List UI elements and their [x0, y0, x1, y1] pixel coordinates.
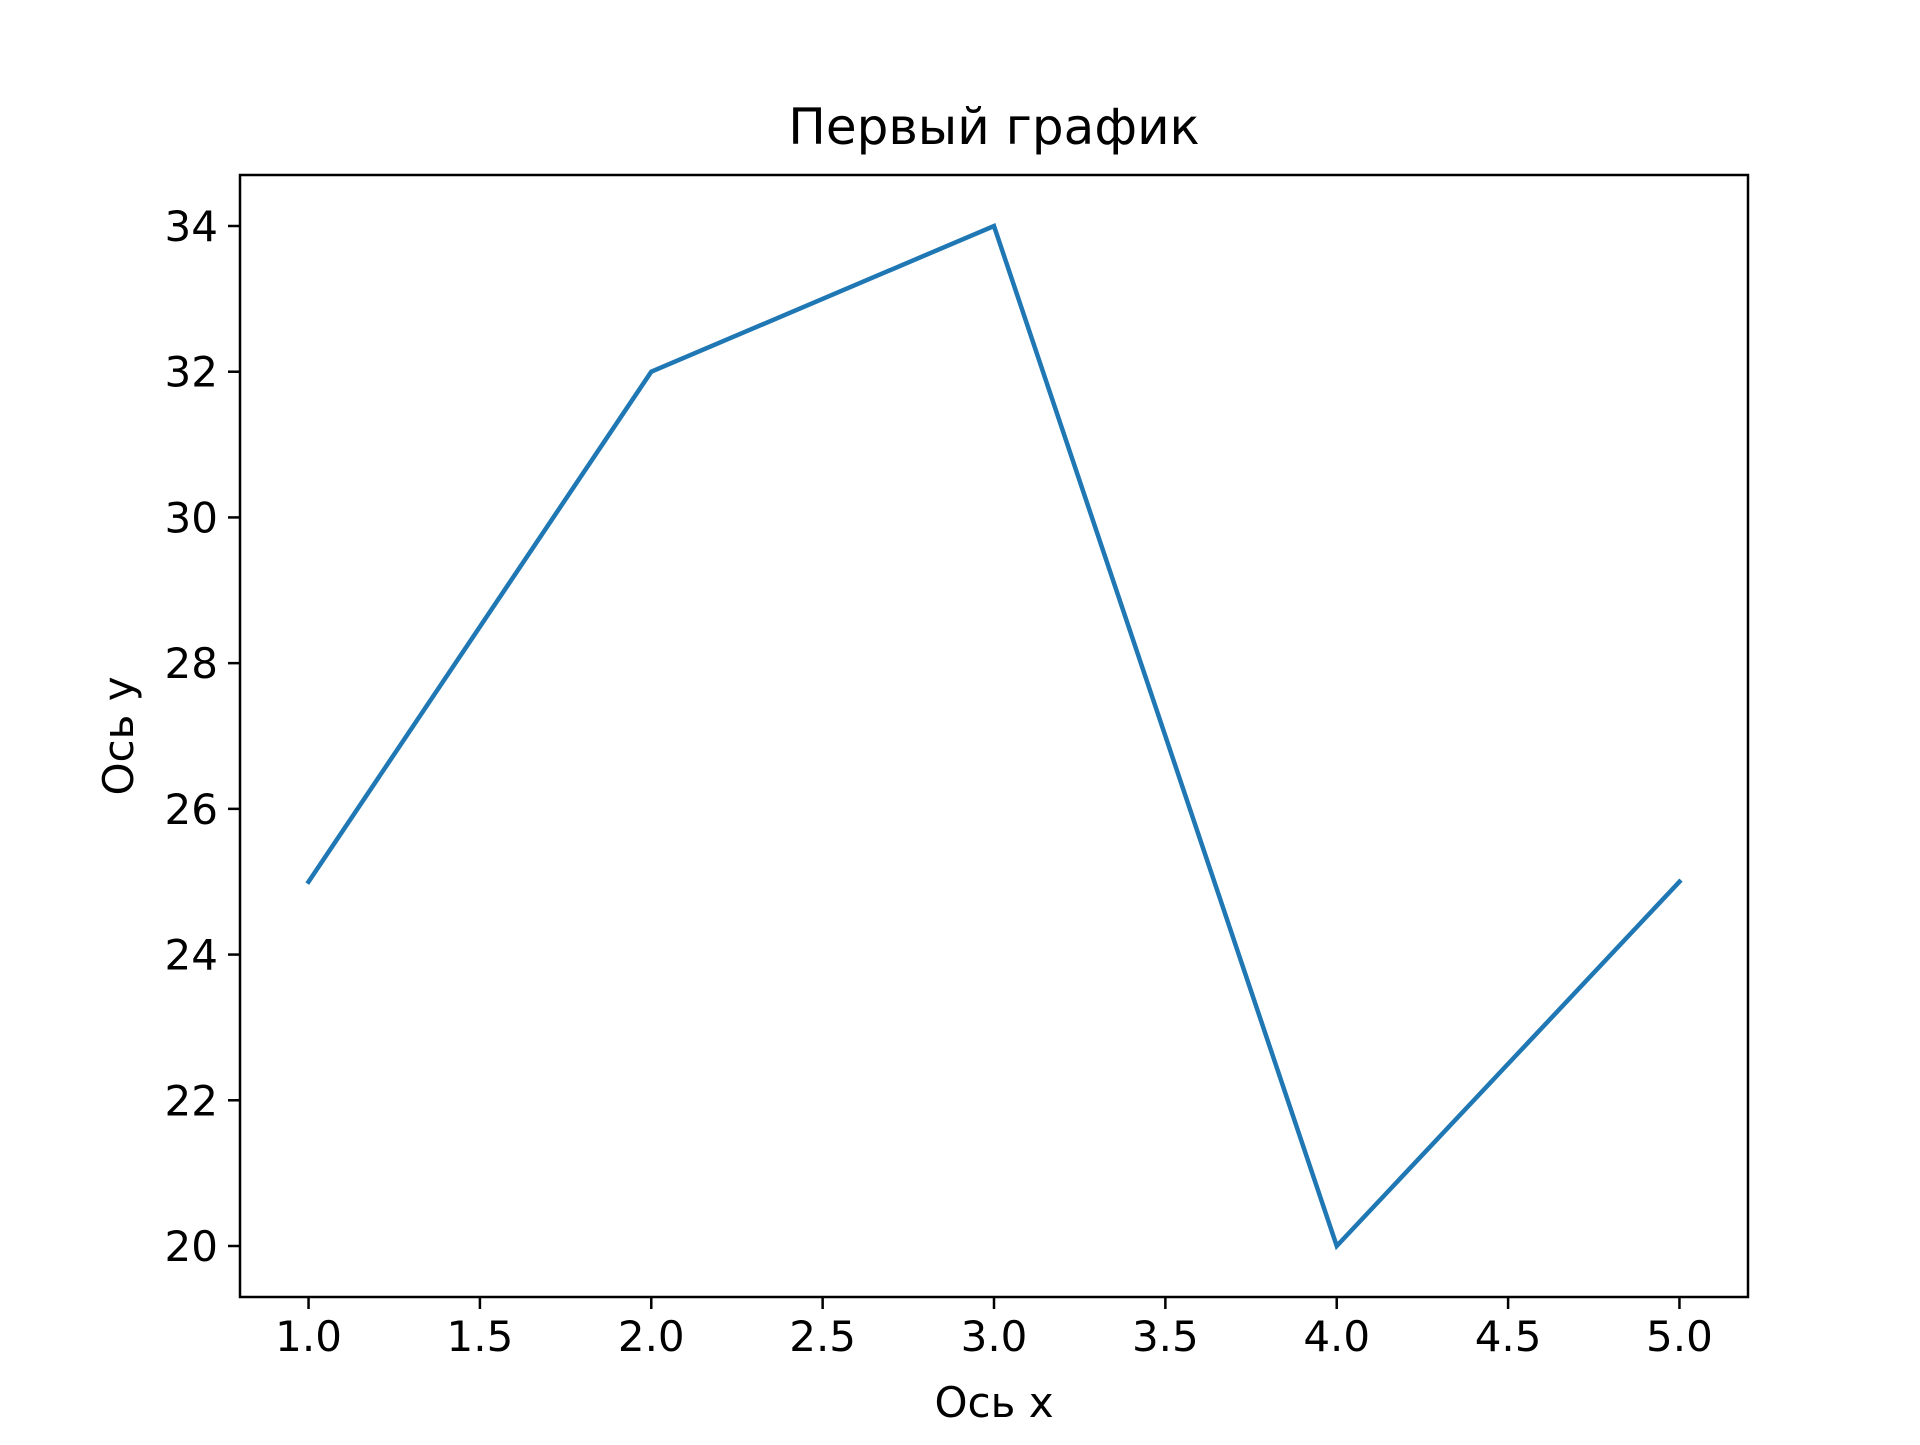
y-tick-label: 32: [165, 348, 218, 397]
y-tick-label: 22: [165, 1076, 218, 1125]
plot-frame: [238, 173, 1750, 1299]
series-line: [305, 222, 1683, 1251]
y-tick-label: 30: [165, 493, 218, 542]
x-tick-label: 1.5: [447, 1312, 514, 1361]
y-tick-label: 24: [165, 931, 218, 980]
y-axis-label: Ось y: [94, 676, 143, 795]
ticks-layer: 1.0 1.5 2.0 2.5 3.0 3.5 4.0 4.5 5.0 20 22 24 26 28 30 3…: [165, 202, 1713, 1361]
chart-title: Первый график: [788, 98, 1200, 156]
x-tick-label: 3.0: [961, 1312, 1028, 1361]
x-tick-label: 2.5: [789, 1312, 856, 1361]
y-tick-label: 26: [165, 785, 218, 834]
x-tick-label: 2.0: [618, 1312, 685, 1361]
y-tick-label: 28: [165, 639, 218, 688]
y-tick-label: 20: [165, 1222, 218, 1271]
x-tick-label: 4.5: [1475, 1312, 1542, 1361]
y-tick-label: 34: [165, 202, 218, 251]
x-axis-label: Ось x: [934, 1378, 1053, 1427]
line-layer: [305, 222, 1683, 1251]
x-tick-label: 5.0: [1646, 1312, 1713, 1361]
x-tick-label: 3.5: [1132, 1312, 1199, 1361]
x-tick-label: 4.0: [1303, 1312, 1370, 1361]
x-tick-label: 1.0: [275, 1312, 342, 1361]
